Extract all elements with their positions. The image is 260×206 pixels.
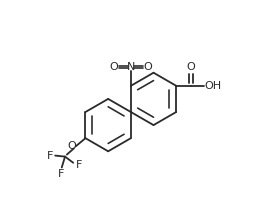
- Text: F: F: [58, 169, 64, 179]
- Text: O: O: [110, 62, 119, 72]
- Text: O: O: [143, 62, 152, 72]
- Text: F: F: [76, 160, 82, 170]
- Text: F: F: [47, 151, 53, 161]
- Text: N: N: [127, 62, 135, 72]
- Text: O: O: [68, 141, 76, 151]
- Text: OH: OH: [205, 81, 222, 91]
- Text: O: O: [187, 62, 195, 72]
